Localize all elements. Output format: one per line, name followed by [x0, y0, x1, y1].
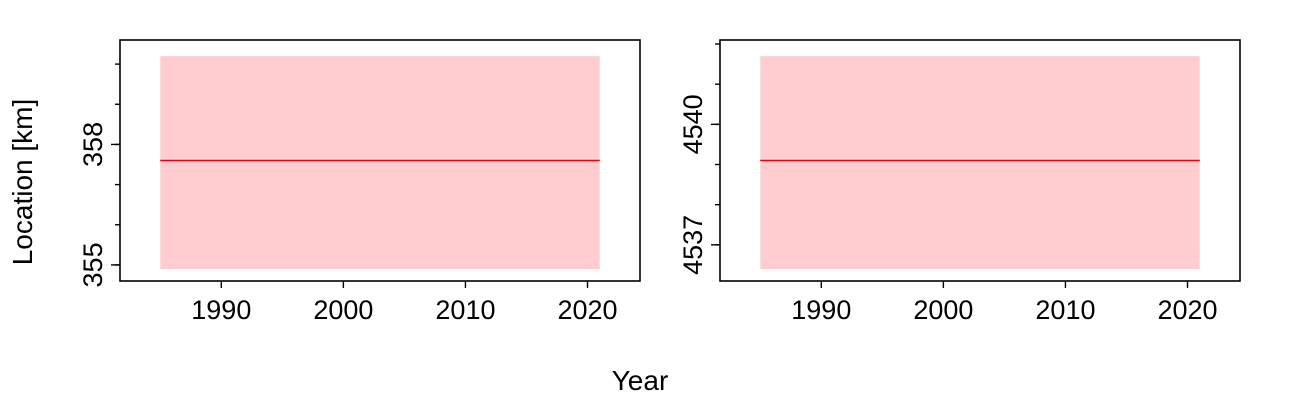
x-tick-label: 2000: [913, 295, 973, 325]
y-tick-label: 4540: [678, 94, 708, 154]
x-axis-title: Year: [612, 365, 669, 396]
y-tick-label: 4537: [678, 215, 708, 275]
x-tick-label: 2020: [557, 295, 617, 325]
x-tick-label: 2010: [1035, 295, 1095, 325]
chart-panel-right: 1990 2000 2010 2020 4537 4540: [678, 39, 1241, 325]
y-tick-label: 358: [78, 122, 108, 167]
x-tick-label: 1990: [191, 295, 251, 325]
x-tick-label: 2020: [1157, 295, 1217, 325]
confidence-band: [160, 56, 600, 269]
confidence-band: [760, 56, 1200, 269]
axes-frame: [119, 39, 641, 282]
axes-frame: [719, 39, 1241, 282]
chart-panel-left: 1990 2000 2010 2020 355 358: [78, 39, 641, 325]
x-tick-label: 2010: [435, 295, 495, 325]
y-axis-title: Location [km]: [7, 99, 38, 266]
y-tick-label: 355: [78, 242, 108, 287]
x-tick-label: 2000: [313, 295, 373, 325]
x-tick-label: 1990: [791, 295, 851, 325]
